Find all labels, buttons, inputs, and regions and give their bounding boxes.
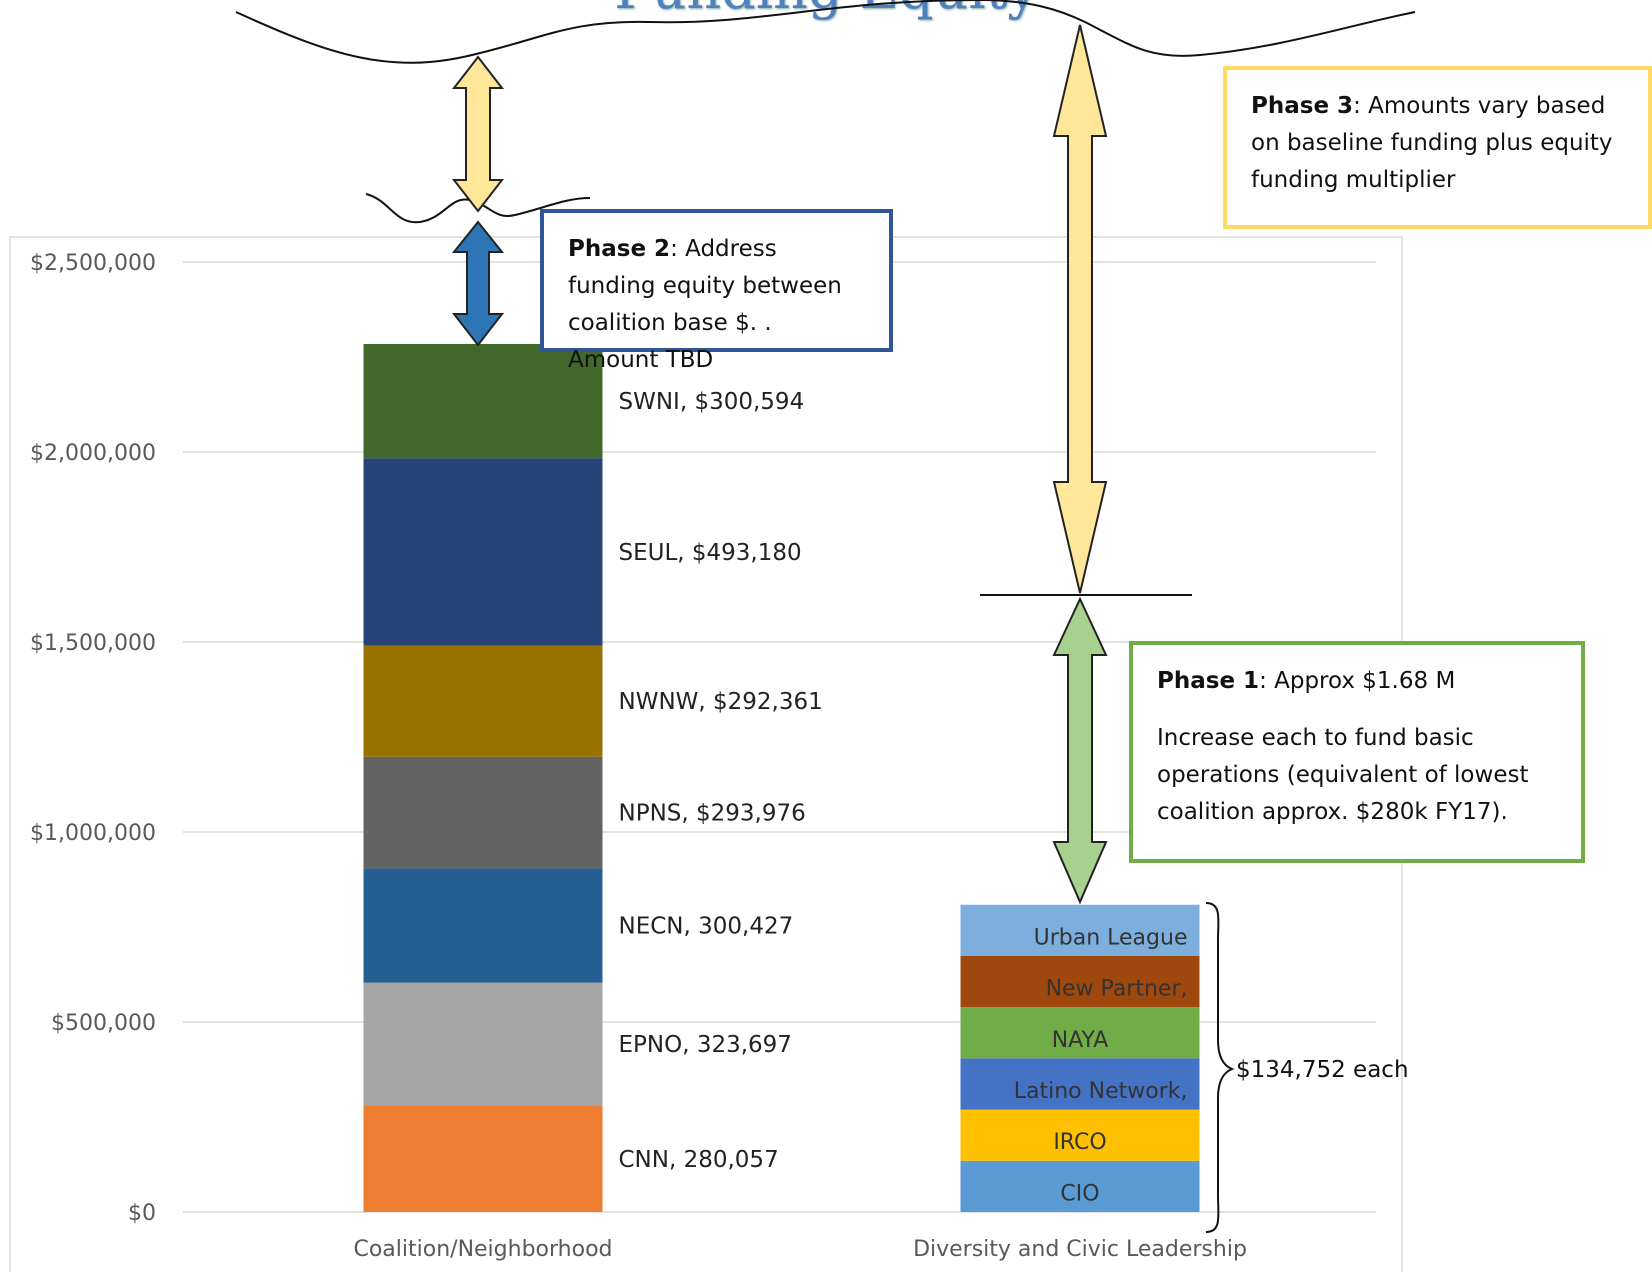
phase1-callout-text: : Approx $1.68 M (1259, 668, 1456, 694)
x-axis-categories: Coalition/Neighborhood Diversity and Civi… (353, 1237, 1246, 1262)
phase3-callout-text: : Amounts vary based on baseline funding… (1251, 93, 1613, 193)
chart-title: Funding Equity (0, 0, 1652, 21)
bar-segment (960, 1109, 1200, 1161)
bar-segment (960, 904, 1200, 956)
y-tick-label: $0 (128, 1201, 156, 1226)
phase1-callout: Phase 1: Approx $1.68 M Increase each to… (1129, 641, 1585, 863)
segment-label: CNN, 280,057 (619, 1147, 779, 1173)
bar-segment (363, 868, 603, 983)
bar-segment (363, 756, 603, 869)
y-tick-label: $2,500,000 (30, 251, 156, 276)
bar-segment (363, 982, 603, 1106)
bar-segment (960, 1058, 1200, 1110)
y-tick-label: $1,500,000 (30, 631, 156, 656)
y-tick-label: $1,000,000 (30, 821, 156, 846)
x-category-label: Coalition/Neighborhood (353, 1237, 612, 1262)
top-break-wave (235, 0, 1416, 64)
segment-label: SWNI, $300,594 (619, 389, 805, 415)
bar-segment (960, 955, 1200, 1008)
y-tick-label: $2,000,000 (30, 441, 156, 466)
y-axis-ticks: $0 $500,000 $1,000,000 $1,500,000 $2,000,000… (30, 251, 156, 1226)
segment-label: NPNS, $293,976 (619, 801, 806, 827)
phase3-left-arrow (451, 55, 505, 213)
phase1-callout-detail: Increase each to fund basic operations (… (1157, 725, 1529, 825)
segment-label: Urban League (1034, 925, 1188, 950)
x-category-label: Diversity and Civic Leadership (913, 1237, 1247, 1262)
segment-label: New Partner, (1046, 977, 1188, 1002)
brace-label: $134,752 each (1236, 1057, 1409, 1083)
phase2-callout-label: Phase 2 (568, 236, 671, 262)
bar-segment (363, 645, 603, 757)
segment-label: Latino Network, (1014, 1079, 1188, 1104)
bar-segment (960, 1007, 1200, 1059)
stacked-bars: CNN, 280,057 EPNO, 323,697 NECN, 300,427 NP… (363, 343, 1200, 1212)
segment-label: NECN, 300,427 (619, 913, 794, 939)
phase3-callout: Phase 3: Amounts vary based on baseline … (1223, 66, 1652, 229)
segment-label: NAYA (1052, 1028, 1109, 1053)
y-tick-label: $500,000 (51, 1011, 156, 1036)
diversity-brace (1205, 902, 1235, 1233)
phase1-arrow (1052, 596, 1108, 905)
bar-segment (363, 343, 603, 459)
phase3-callout-label: Phase 3 (1251, 93, 1354, 119)
bar-segment (363, 458, 603, 646)
phase3-right-arrow (1052, 24, 1108, 594)
phase1-callout-label: Phase 1 (1157, 668, 1260, 694)
phase2-callout-text: : Address funding equity between coaliti… (568, 236, 842, 373)
segment-label: NWNW, $292,361 (619, 689, 823, 715)
segment-label: CIO (1060, 1181, 1099, 1206)
segment-label: SEUL, $493,180 (619, 540, 802, 566)
bar-segment (363, 1105, 603, 1212)
segment-label: IRCO (1053, 1130, 1106, 1155)
phase2-callout: Phase 2: Address funding equity between … (540, 209, 893, 373)
segment-label: EPNO, 323,697 (619, 1032, 792, 1058)
phase2-arrow (451, 220, 505, 347)
bar-segment (960, 1160, 1200, 1212)
